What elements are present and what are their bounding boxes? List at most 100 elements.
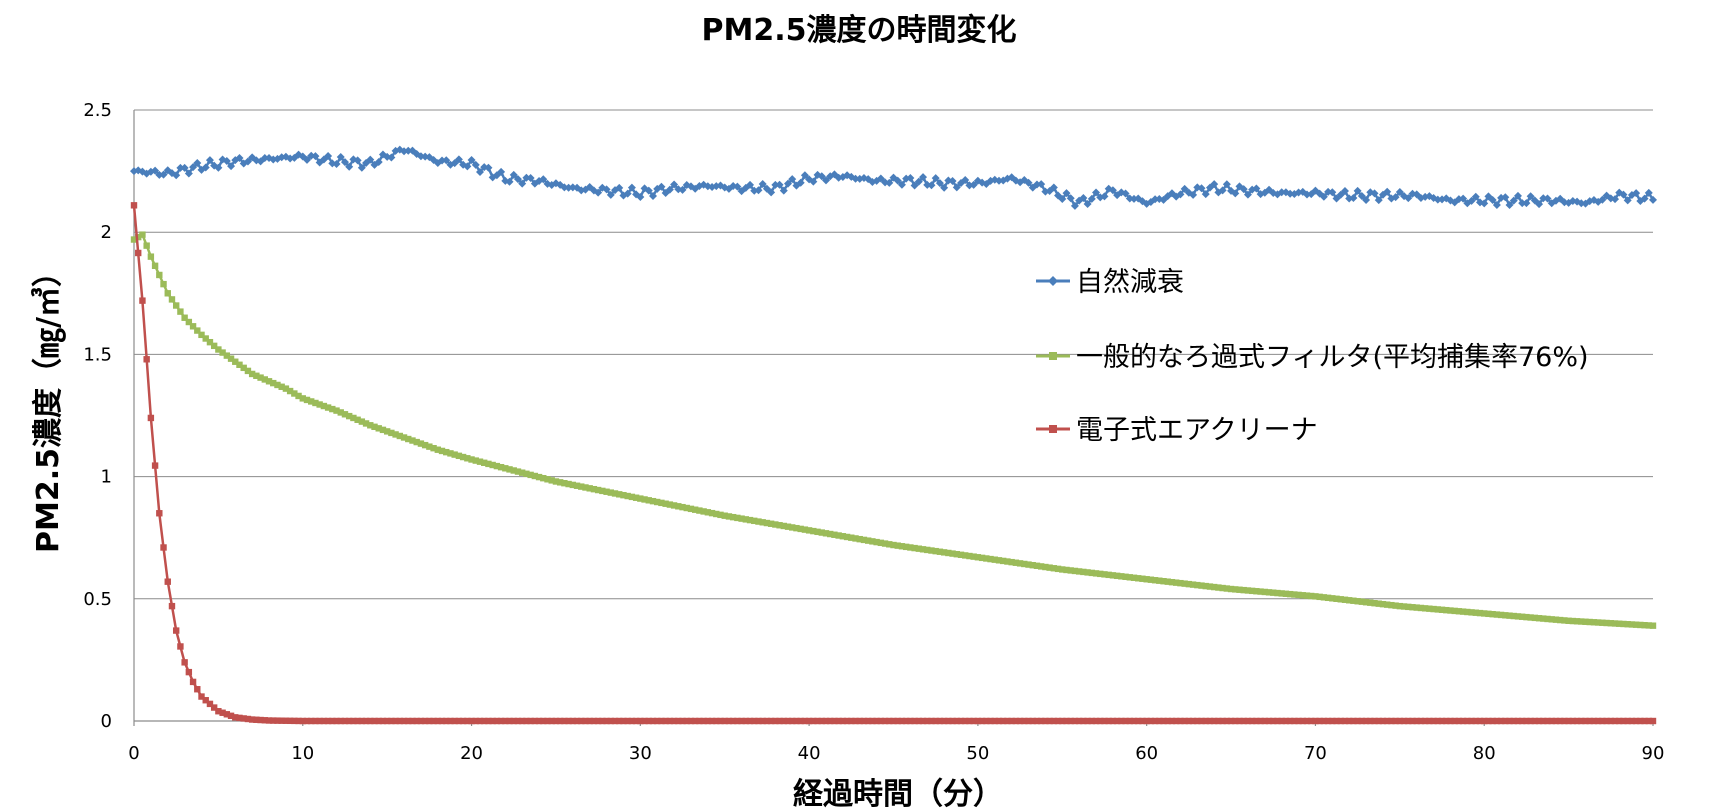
data-point [502, 465, 509, 472]
data-point [873, 717, 880, 725]
data-point [1109, 717, 1117, 725]
data-point [1332, 194, 1341, 203]
data-point [1194, 581, 1201, 589]
data-point [189, 323, 197, 330]
data-point [1619, 190, 1628, 199]
data-point [927, 181, 936, 190]
data-point [1641, 717, 1648, 725]
axes [133, 110, 1654, 726]
data-point [1480, 199, 1489, 208]
data-point [649, 497, 657, 505]
data-point [426, 717, 433, 725]
data-point [578, 717, 585, 725]
data-point [181, 314, 188, 321]
data-point [1565, 617, 1572, 624]
data-point [1594, 619, 1602, 626]
data-point [1121, 189, 1130, 198]
data-point [1489, 610, 1496, 618]
data-point [771, 180, 780, 189]
data-point [1324, 594, 1332, 602]
legend-label: 自然減衰 [1076, 267, 1184, 298]
data-point [1092, 570, 1100, 577]
data-point [902, 543, 910, 551]
data-point [177, 643, 184, 650]
data-point [696, 717, 703, 725]
data-point [1329, 595, 1336, 602]
data-point [426, 443, 433, 450]
data-point [623, 189, 632, 198]
data-point [759, 519, 766, 526]
data-point [1388, 601, 1395, 609]
x-tick-label: 30 [629, 743, 652, 764]
data-point [1012, 559, 1020, 566]
legend-label: 電子式エアクリーナ [1076, 415, 1318, 446]
data-point [1354, 717, 1361, 725]
data-point [978, 717, 986, 725]
data-point [531, 472, 539, 480]
data-point [308, 717, 315, 725]
data-point [1232, 717, 1239, 725]
data-point [746, 717, 754, 725]
data-point [885, 178, 894, 187]
data-point [1135, 717, 1142, 725]
data-point [1058, 195, 1067, 204]
data-point [387, 153, 396, 162]
data-point [1464, 608, 1471, 616]
data-point [227, 355, 235, 362]
data-point [1071, 567, 1079, 575]
data-point [485, 717, 492, 725]
data-point [776, 717, 783, 725]
data-point [1569, 717, 1577, 725]
data-point [1033, 717, 1041, 725]
data-point [198, 693, 205, 700]
data-point [1578, 618, 1585, 625]
data-point [1147, 717, 1155, 725]
data-point [987, 717, 994, 725]
data-point [1502, 612, 1509, 619]
data-point [1319, 192, 1328, 201]
data-point [367, 422, 374, 429]
data-point [1324, 717, 1332, 725]
data-point [603, 488, 610, 495]
data-point [302, 155, 311, 164]
data-point [493, 462, 501, 470]
data-point [1548, 717, 1555, 725]
data-point [168, 602, 176, 610]
data-point [945, 717, 952, 725]
data-point [1624, 717, 1631, 725]
data-point [1024, 178, 1033, 187]
data-point [467, 156, 476, 165]
data-point [172, 627, 180, 634]
data-point [405, 717, 412, 725]
data-point [1396, 602, 1404, 610]
data-point [261, 376, 269, 383]
data-point [641, 717, 648, 725]
data-point [1523, 613, 1530, 621]
data-point [375, 425, 382, 432]
data-point [654, 498, 661, 506]
data-point [919, 717, 927, 725]
data-point [253, 716, 260, 723]
data-point [1472, 717, 1479, 725]
data-point [1083, 200, 1092, 209]
data-point [1481, 717, 1488, 725]
data-point [1590, 619, 1598, 626]
data-point [679, 717, 686, 725]
data-point [687, 717, 695, 725]
data-point [1236, 717, 1243, 725]
data-point [898, 717, 906, 725]
data-point [1270, 717, 1277, 725]
data-point [1042, 563, 1049, 571]
x-tick-label: 60 [1135, 743, 1158, 764]
data-point [641, 496, 648, 503]
data-point [691, 506, 699, 513]
data-point [983, 555, 990, 562]
data-point [1531, 614, 1539, 622]
data-point [1122, 717, 1129, 725]
data-point [767, 717, 775, 725]
data-point [1333, 717, 1340, 725]
data-point [1079, 193, 1088, 202]
data-point [1084, 569, 1091, 576]
data-point [919, 173, 928, 182]
data-point [1468, 717, 1475, 725]
